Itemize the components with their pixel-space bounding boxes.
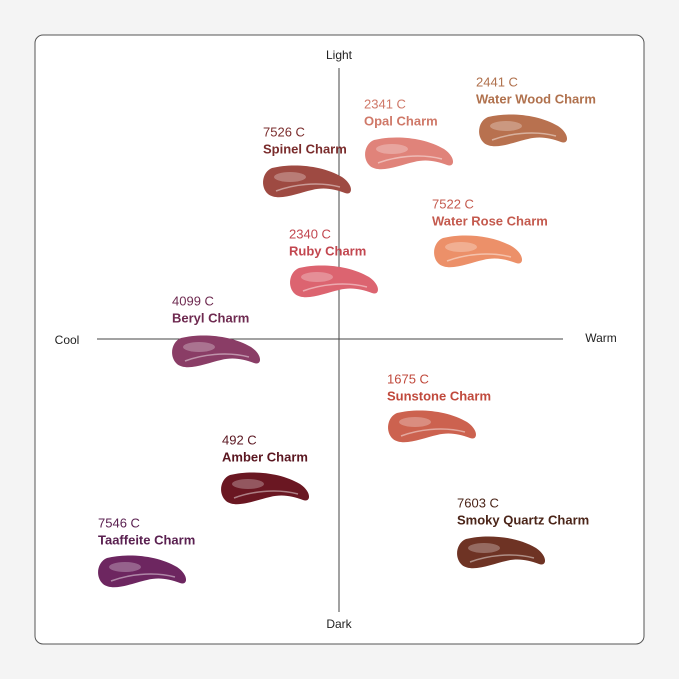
swatch-shine (275, 183, 341, 192)
swatch-shine (400, 428, 466, 437)
swatch-highlight (468, 543, 500, 553)
swatch-highlight (399, 417, 431, 427)
swatch-highlight (445, 242, 477, 252)
swatch-highlight (109, 562, 141, 572)
shade-name: Opal Charm (364, 113, 438, 128)
swatch-highlight (274, 172, 306, 182)
axis-label-bottom: Dark (326, 617, 352, 631)
shade-name: Sunstone Charm (387, 388, 491, 403)
shade-code: 1675 C (387, 371, 429, 386)
shade-code: 7546 C (98, 515, 140, 530)
shade-name: Smoky Quartz Charm (457, 512, 589, 527)
axis-label-left: Cool (55, 333, 80, 347)
shade-item: 7603 C Smoky Quartz Charm (457, 495, 589, 569)
swatch-shine (491, 132, 557, 141)
shade-name: Taaffeite Charm (98, 532, 195, 547)
shade-item: 2340 C Ruby Charm (289, 226, 379, 298)
shade-item: 492 C Amber Charm (221, 432, 310, 505)
axis-label-top: Light (326, 48, 353, 62)
axis-label-right: Warm (585, 331, 617, 345)
shade-code: 7526 C (263, 124, 305, 139)
swatch-shine (184, 353, 250, 362)
shade-item: 1675 C Sunstone Charm (387, 371, 491, 443)
shade-item: 7526 C Spinel Charm (263, 124, 352, 198)
swatch-highlight (232, 479, 264, 489)
shade-code: 7603 C (457, 495, 499, 510)
shade-item: 7546 C Taaffeite Charm (98, 515, 195, 588)
swatch-highlight (376, 144, 408, 154)
shade-code: 2441 C (476, 74, 518, 89)
shade-code: 492 C (222, 432, 257, 447)
shade-name: Water Wood Charm (476, 91, 596, 106)
shade-code: 4099 C (172, 293, 214, 308)
shade-name: Water Rose Charm (432, 213, 548, 228)
shade-name: Ruby Charm (289, 243, 366, 258)
shade-code: 2341 C (364, 96, 406, 111)
shade-code: 7522 C (432, 196, 474, 211)
shade-item: 7522 C Water Rose Charm (432, 196, 548, 268)
swatch-highlight (301, 272, 333, 282)
shade-name: Amber Charm (222, 449, 308, 464)
swatch-shine (302, 283, 368, 292)
swatch-shine (110, 573, 176, 582)
swatch-shine (233, 490, 299, 499)
shade-item: 2441 C Water Wood Charm (476, 74, 596, 147)
shade-item: 4099 C Beryl Charm (172, 293, 261, 368)
swatch-highlight (183, 342, 215, 352)
swatch-shine (446, 253, 512, 262)
shade-name: Spinel Charm (263, 141, 347, 156)
swatch-shine (469, 554, 535, 563)
swatch-shine (377, 155, 443, 164)
shade-item: 2341 C Opal Charm (364, 96, 454, 170)
shade-code: 2340 C (289, 226, 331, 241)
items: 2441 C Water Wood Charm 2341 C Opal Charm 75… (98, 74, 596, 588)
swatch-highlight (490, 121, 522, 131)
shade-name: Beryl Charm (172, 310, 249, 325)
